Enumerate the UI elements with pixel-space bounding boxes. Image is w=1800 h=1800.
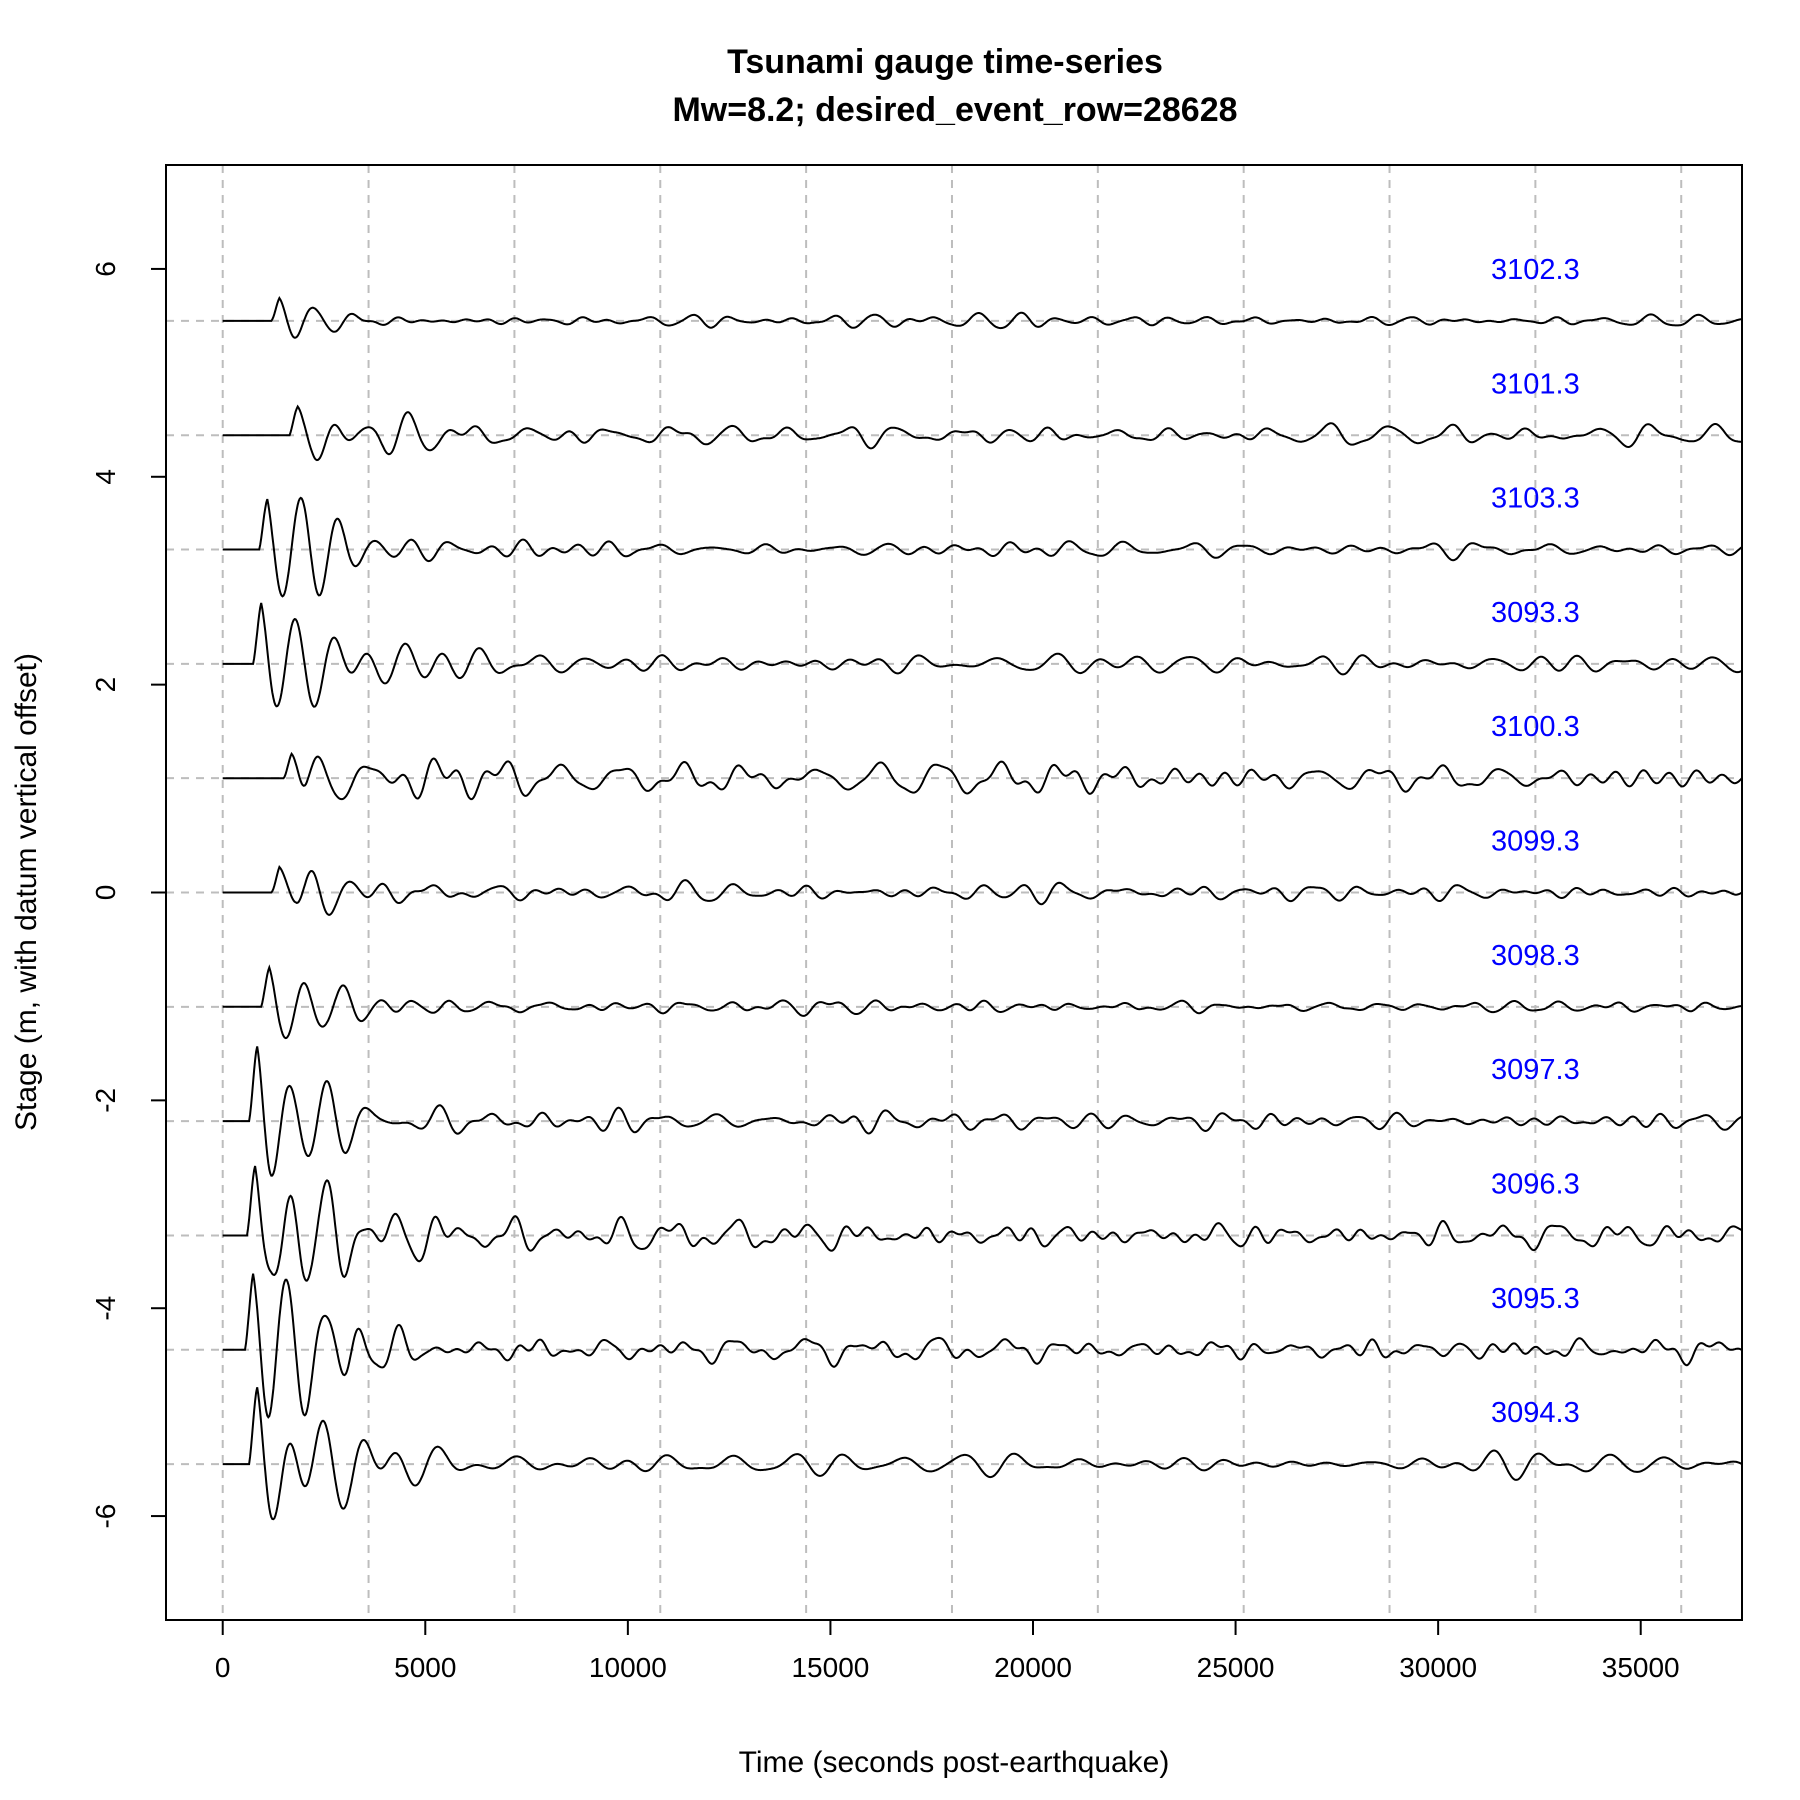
y-axis: -6 -4 -2 0 2 4 6 bbox=[90, 261, 167, 1529]
series-line-3093-3 bbox=[222, 602, 1743, 708]
y-tick-label: 6 bbox=[90, 261, 121, 277]
y-tick-label: 2 bbox=[90, 677, 121, 693]
x-tick-label: 35000 bbox=[1602, 1652, 1680, 1683]
series-line-3094-3 bbox=[222, 1387, 1743, 1521]
series-layer bbox=[222, 296, 1743, 1521]
series-line-3100-3 bbox=[222, 751, 1743, 801]
y-axis-label: Stage (m, with datum vertical offset) bbox=[10, 653, 43, 1131]
series-label: 3096.3 bbox=[1491, 1169, 1580, 1201]
series-line-3097-3 bbox=[222, 1046, 1743, 1177]
y-tick-label: 4 bbox=[90, 469, 121, 485]
series-line-3103-3 bbox=[222, 496, 1743, 598]
series-label: 3099.3 bbox=[1491, 826, 1580, 858]
series-label-layer: 3102.3 3101.3 3103.3 3093.3 3100.3 3099.3 3098… bbox=[1491, 254, 1580, 1429]
series-label: 3097.3 bbox=[1491, 1054, 1580, 1086]
y-tick-label: -4 bbox=[90, 1296, 121, 1321]
series-line-3098-3 bbox=[222, 964, 1743, 1040]
series-line-3102-3 bbox=[222, 296, 1743, 339]
series-line-3101-3 bbox=[222, 404, 1743, 462]
y-tick-label: 0 bbox=[90, 885, 121, 901]
chart-subtitle: Mw=8.2; desired_event_row=28628 bbox=[672, 91, 1237, 129]
series-label: 3094.3 bbox=[1491, 1397, 1580, 1429]
series-line-3099-3 bbox=[222, 865, 1743, 916]
x-tick-label: 25000 bbox=[1197, 1652, 1275, 1683]
series-label: 3101.3 bbox=[1491, 368, 1580, 400]
x-tick-label: 0 bbox=[215, 1652, 231, 1683]
x-tick-label: 30000 bbox=[1399, 1652, 1477, 1683]
y-tick-label: -6 bbox=[90, 1504, 121, 1529]
series-label: 3100.3 bbox=[1491, 711, 1580, 743]
series-label: 3103.3 bbox=[1491, 483, 1580, 515]
x-tick-label: 5000 bbox=[394, 1652, 456, 1683]
x-tick-label: 20000 bbox=[994, 1652, 1072, 1683]
x-axis-label: Time (seconds post-earthquake) bbox=[739, 1746, 1170, 1779]
y-tick-label: -2 bbox=[90, 1088, 121, 1113]
series-line-3095-3 bbox=[222, 1273, 1743, 1419]
series-label: 3102.3 bbox=[1491, 254, 1580, 286]
series-label: 3093.3 bbox=[1491, 597, 1580, 629]
series-line-3096-3 bbox=[222, 1165, 1743, 1282]
chart-title: Tsunami gauge time-series bbox=[727, 43, 1163, 81]
x-tick-label: 10000 bbox=[589, 1652, 667, 1683]
x-tick-label: 15000 bbox=[791, 1652, 869, 1683]
x-axis: 0 5000 10000 15000 20000 25000 30000 35000 bbox=[215, 1619, 1680, 1683]
series-label: 3098.3 bbox=[1491, 940, 1580, 972]
series-label: 3095.3 bbox=[1491, 1283, 1580, 1315]
